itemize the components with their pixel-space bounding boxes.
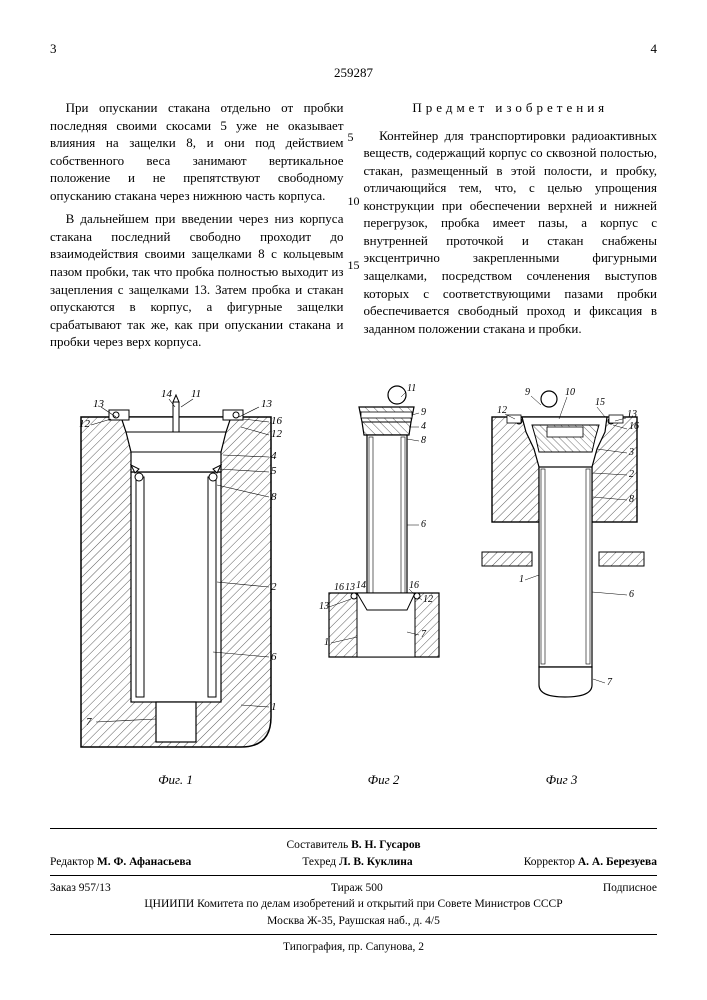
svg-text:12: 12 (79, 418, 91, 430)
compiler-label: Составитель (286, 839, 348, 851)
svg-text:6: 6 (271, 651, 277, 663)
techred-label: Техред (302, 856, 336, 868)
svg-text:6: 6 (629, 589, 634, 600)
svg-text:3: 3 (628, 447, 634, 458)
page-num-right: 4 (651, 40, 658, 58)
techred-name: Л. В. Куклина (339, 856, 413, 868)
tirazh: Тираж 500 (331, 880, 383, 897)
svg-text:10: 10 (565, 387, 575, 398)
svg-text:2: 2 (629, 469, 634, 480)
svg-text:16: 16 (409, 580, 419, 591)
svg-text:8: 8 (271, 491, 277, 503)
svg-text:6: 6 (421, 519, 426, 530)
svg-text:13: 13 (261, 398, 273, 410)
org-line-1: ЦНИИПИ Комитета по делам изобретений и о… (50, 896, 657, 913)
svg-text:9: 9 (525, 387, 530, 398)
svg-text:12: 12 (423, 594, 433, 605)
left-p1: При опускании стакана отдельно от пробки… (50, 99, 344, 204)
editor-name: М. Ф. Афанасьева (97, 856, 191, 868)
svg-text:9: 9 (421, 407, 426, 418)
right-p1: Контейнер для транспортировки радиоактив… (364, 127, 658, 338)
claims-heading: Предмет изобретения (364, 99, 658, 117)
svg-text:15: 15 (595, 397, 605, 408)
svg-text:4: 4 (271, 450, 277, 462)
svg-text:4: 4 (421, 421, 426, 432)
svg-text:16: 16 (271, 415, 283, 427)
order-number: Заказ 957/13 (50, 880, 111, 897)
svg-text:14: 14 (161, 388, 173, 400)
svg-text:13: 13 (345, 582, 355, 593)
svg-text:5: 5 (271, 465, 277, 477)
svg-text:8: 8 (629, 494, 634, 505)
right-column: Предмет изобретения Контейнер для трансп… (364, 99, 658, 357)
svg-text:8: 8 (421, 435, 426, 446)
svg-text:16: 16 (629, 421, 639, 432)
svg-text:11: 11 (191, 388, 201, 400)
page-num-left: 3 (50, 40, 57, 58)
document-number: 259287 (50, 64, 657, 82)
svg-text:14: 14 (356, 580, 366, 591)
svg-text:11: 11 (407, 383, 416, 394)
svg-text:13: 13 (627, 409, 637, 420)
footer: Составитель В. Н. Гусаров Редактор М. Ф.… (50, 828, 657, 955)
svg-text:1: 1 (324, 637, 329, 648)
svg-text:7: 7 (607, 677, 613, 688)
editor-label: Редактор (50, 856, 94, 868)
typography-line: Типография, пр. Сапунова, 2 (50, 939, 657, 956)
svg-text:13: 13 (93, 398, 105, 410)
figure-1: 13 12 13 16 12 14 11 4 5 8 2 6 1 7 Фиг. … (61, 377, 291, 789)
podpisnoe: Подписное (603, 880, 657, 897)
svg-text:7: 7 (86, 716, 92, 728)
fig3-label: Фиг 3 (477, 771, 647, 789)
corrector-label: Корректор (524, 856, 575, 868)
left-column: При опускании стакана отдельно от пробки… (50, 99, 344, 357)
line-number-gutter: 5 10 15 (348, 129, 360, 274)
left-p2: В дальнейшем при введении через низ корп… (50, 210, 344, 350)
corrector-name: А. А. Березуева (578, 856, 657, 868)
figures-area: 13 12 13 16 12 14 11 4 5 8 2 6 1 7 Фиг. … (50, 377, 657, 789)
compiler-name: В. Н. Гусаров (351, 839, 420, 851)
figure-2: 11 9 4 8 6 161314 16 12 13 1 7 Фиг 2 (309, 377, 459, 789)
svg-text:1: 1 (271, 701, 277, 713)
svg-text:16: 16 (334, 582, 344, 593)
figure-3: 9 10 15 13 16 12 3 2 8 6 1 7 Фиг 3 (477, 377, 647, 789)
fig2-label: Фиг 2 (309, 771, 459, 789)
svg-text:2: 2 (271, 581, 277, 593)
org-line-2: Москва Ж-35, Раушская наб., д. 4/5 (50, 913, 657, 930)
svg-text:1: 1 (519, 574, 524, 585)
fig1-label: Фиг. 1 (61, 771, 291, 789)
svg-text:12: 12 (271, 428, 283, 440)
svg-text:13: 13 (319, 601, 329, 612)
